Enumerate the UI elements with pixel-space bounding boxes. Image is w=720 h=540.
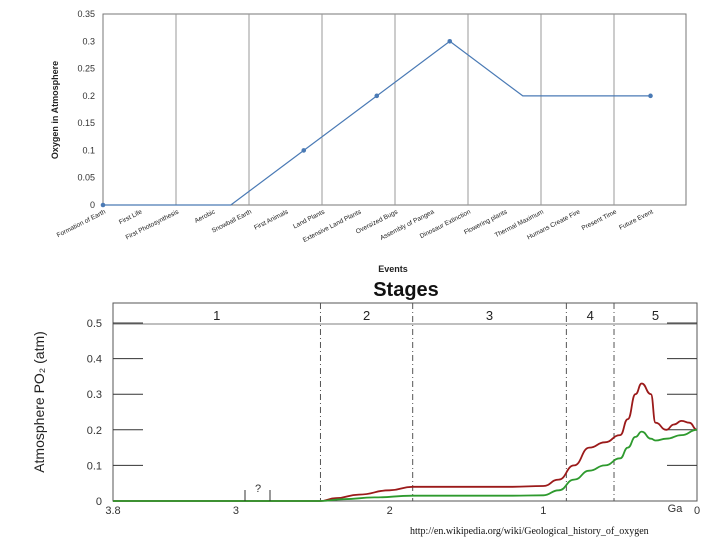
chart1-x-axis-label: Events <box>378 264 408 274</box>
chart1-y-tick-label: 0.25 <box>77 64 95 74</box>
chart2-plot-area <box>112 302 698 502</box>
chart1-y-tick-label: 0.1 <box>82 145 95 155</box>
chart1-category-label: Formation of Earth <box>56 208 107 239</box>
chart2-y-tick-label: 0.4 <box>87 354 102 366</box>
chart2-x-ticks: 3.8 3 2 1 0 <box>105 505 700 517</box>
chart2-series-line <box>112 428 698 502</box>
chart1-category-label: Present Time <box>581 208 619 232</box>
chart2-x-tick-label: 3.8 <box>105 505 120 517</box>
chart2-stage-label: 2 <box>363 308 370 323</box>
chart2-y-tick-label: 0.3 <box>87 389 102 401</box>
chart1-y-tick-label: 0.2 <box>82 91 95 101</box>
chart2-x-tick-label: 0 <box>694 505 700 517</box>
chart1-point <box>301 148 307 153</box>
chart1-point <box>374 93 380 99</box>
chart1-point <box>447 38 453 44</box>
chart2-x-tick-label: 2 <box>387 505 393 517</box>
chart2-y-tick-label: 0.1 <box>87 460 102 472</box>
chart2-y-tick-label: 0.2 <box>87 425 102 437</box>
chart2-y-axis-label: Atmosphere PO₂ (atm) <box>31 331 47 473</box>
chart2-x-axis-label: Ga <box>668 503 684 515</box>
chart2-series-line <box>112 382 698 502</box>
chart1-y-axis-label: Oxygen in Atmosphere <box>50 61 60 159</box>
chart1-markers <box>100 38 653 208</box>
chart1-category-label: First Animals <box>253 208 290 231</box>
chart1-category-label: Aerobic <box>194 208 217 225</box>
chart1-category-label: Future Event <box>618 208 655 231</box>
chart1-y-tick-label: 0.3 <box>82 36 95 46</box>
chart1-category-label: Snowball Earth <box>211 208 253 234</box>
chart2-stage-bands: 1 2 3 4 5 <box>213 303 659 501</box>
chart1-point <box>100 202 106 208</box>
chart1-y-ticks: 0 0.05 0.1 0.15 0.2 0.25 0.3 0.35 <box>77 9 95 210</box>
chart2-x-tick-label: 3 <box>233 505 239 517</box>
chart1-category-label: First Life <box>118 208 144 226</box>
chart2-series <box>112 382 698 502</box>
chart2-stage-label: 3 <box>486 308 493 323</box>
oxygen-events-chart: 0 0.05 0.1 0.15 0.2 0.25 0.3 0.35 Formation of … <box>50 9 687 274</box>
chart2-y-ticks: 0 0.1 0.2 0.3 0.4 0.5 <box>87 318 697 508</box>
chart1-gridlines <box>175 14 615 205</box>
chart2-stage-label: 5 <box>652 308 659 323</box>
chart1-y-tick-label: 0 <box>90 200 95 210</box>
chart1-point <box>648 93 653 99</box>
chart2-stage-label: 4 <box>587 308 594 323</box>
chart1-y-tick-label: 0.15 <box>77 118 95 128</box>
chart2-stage-label: 1 <box>213 308 220 323</box>
chart2-y-tick-label: 0 <box>96 496 102 508</box>
source-url: http://en.wikipedia.org/wiki/Geological_… <box>410 526 649 537</box>
chart1-y-tick-label: 0.35 <box>77 9 95 19</box>
chart2-y-tick-label: 0.5 <box>87 318 102 330</box>
chart2-title: Stages <box>373 279 439 301</box>
chart2-annotation: ? <box>255 483 261 495</box>
chart2-uncertainty-marker: ? <box>244 483 271 501</box>
chart2-x-tick-label: 1 <box>540 505 546 517</box>
chart1-y-tick-label: 0.05 <box>77 173 95 183</box>
